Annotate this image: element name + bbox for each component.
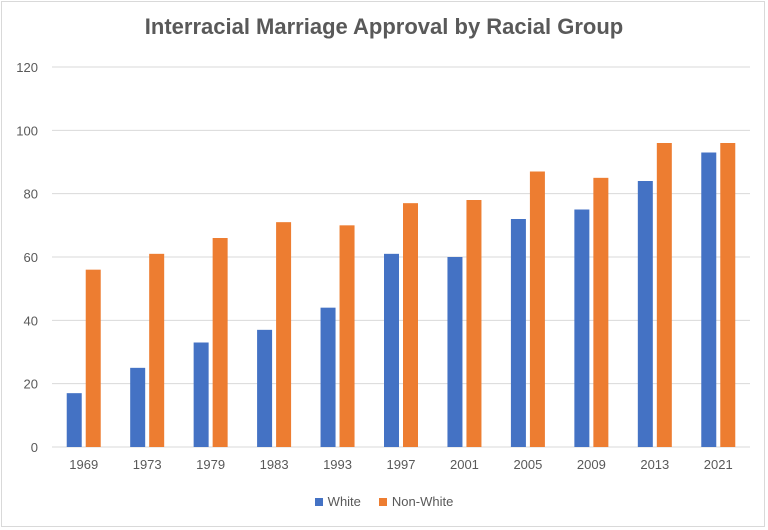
- bar-non-white-2009: [593, 177, 609, 448]
- x-tick-label: 2021: [704, 457, 733, 472]
- bar-white-2001: [447, 257, 463, 447]
- bar-white-1997: [384, 253, 399, 447]
- bar-white-2005: [510, 219, 526, 447]
- legend-label-non-white: Non-White: [391, 494, 454, 509]
- y-tick-label: 20: [24, 377, 38, 392]
- x-tick-label: 1997: [387, 457, 416, 472]
- bar-non-white-1969: [85, 269, 101, 447]
- bar-non-white-2001: [466, 200, 482, 447]
- x-tick-label: 2009: [577, 457, 606, 472]
- bar-non-white-2021: [720, 143, 736, 447]
- x-tick-label: 1969: [69, 457, 98, 472]
- bar-non-white-1979: [212, 238, 228, 447]
- legend: White Non-White: [0, 494, 768, 509]
- bar-white-1983: [257, 329, 273, 447]
- bar-white-1973: [130, 367, 146, 447]
- legend-item-white: White: [314, 494, 361, 509]
- bar-white-2021: [701, 152, 717, 447]
- bar-white-1969: [66, 393, 82, 447]
- chart-title: Interracial Marriage Approval by Racial …: [144, 14, 624, 39]
- y-tick-label: 0: [31, 440, 38, 455]
- x-tick-label: 2001: [450, 457, 479, 472]
- x-tick-label: 1979: [196, 457, 225, 472]
- bar-non-white-1997: [403, 203, 418, 447]
- bar-white-2013: [637, 181, 653, 447]
- y-tick-label: 60: [24, 250, 38, 265]
- y-tick-label: 120: [16, 60, 38, 75]
- legend-swatch-non-white: [378, 497, 387, 506]
- x-tick-label: 1983: [260, 457, 289, 472]
- x-tick-label: 2013: [640, 457, 669, 472]
- bar-non-white-1973: [149, 253, 165, 447]
- bar-white-2009: [574, 209, 590, 447]
- bar-non-white-1983: [276, 222, 292, 447]
- x-tick-label: 2005: [513, 457, 542, 472]
- bar-white-1979: [193, 342, 209, 447]
- bar-non-white-2013: [656, 143, 672, 447]
- bar-non-white-1993: [339, 225, 355, 447]
- bar-white-1993: [320, 307, 336, 447]
- y-tick-label: 40: [24, 313, 38, 328]
- legend-label-white: White: [327, 494, 361, 509]
- bar-non-white-2005: [529, 171, 545, 447]
- y-tick-label: 80: [24, 187, 38, 202]
- x-tick-label: 1993: [323, 457, 352, 472]
- x-tick-label: 1973: [133, 457, 162, 472]
- legend-item-non-white: Non-White: [378, 494, 454, 509]
- y-tick-label: 100: [16, 123, 38, 138]
- legend-swatch-white: [314, 497, 323, 506]
